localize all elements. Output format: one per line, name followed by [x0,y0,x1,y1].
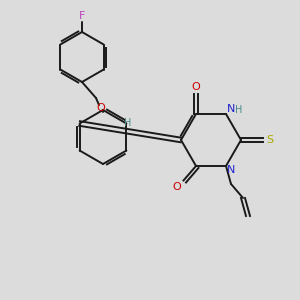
Text: N: N [227,165,235,175]
Text: H: H [124,118,131,128]
Text: O: O [172,182,182,192]
Text: O: O [192,82,200,92]
Text: F: F [79,11,85,21]
Text: O: O [97,103,105,113]
Text: H: H [235,105,243,115]
Text: N: N [227,104,235,114]
Text: S: S [266,135,274,145]
